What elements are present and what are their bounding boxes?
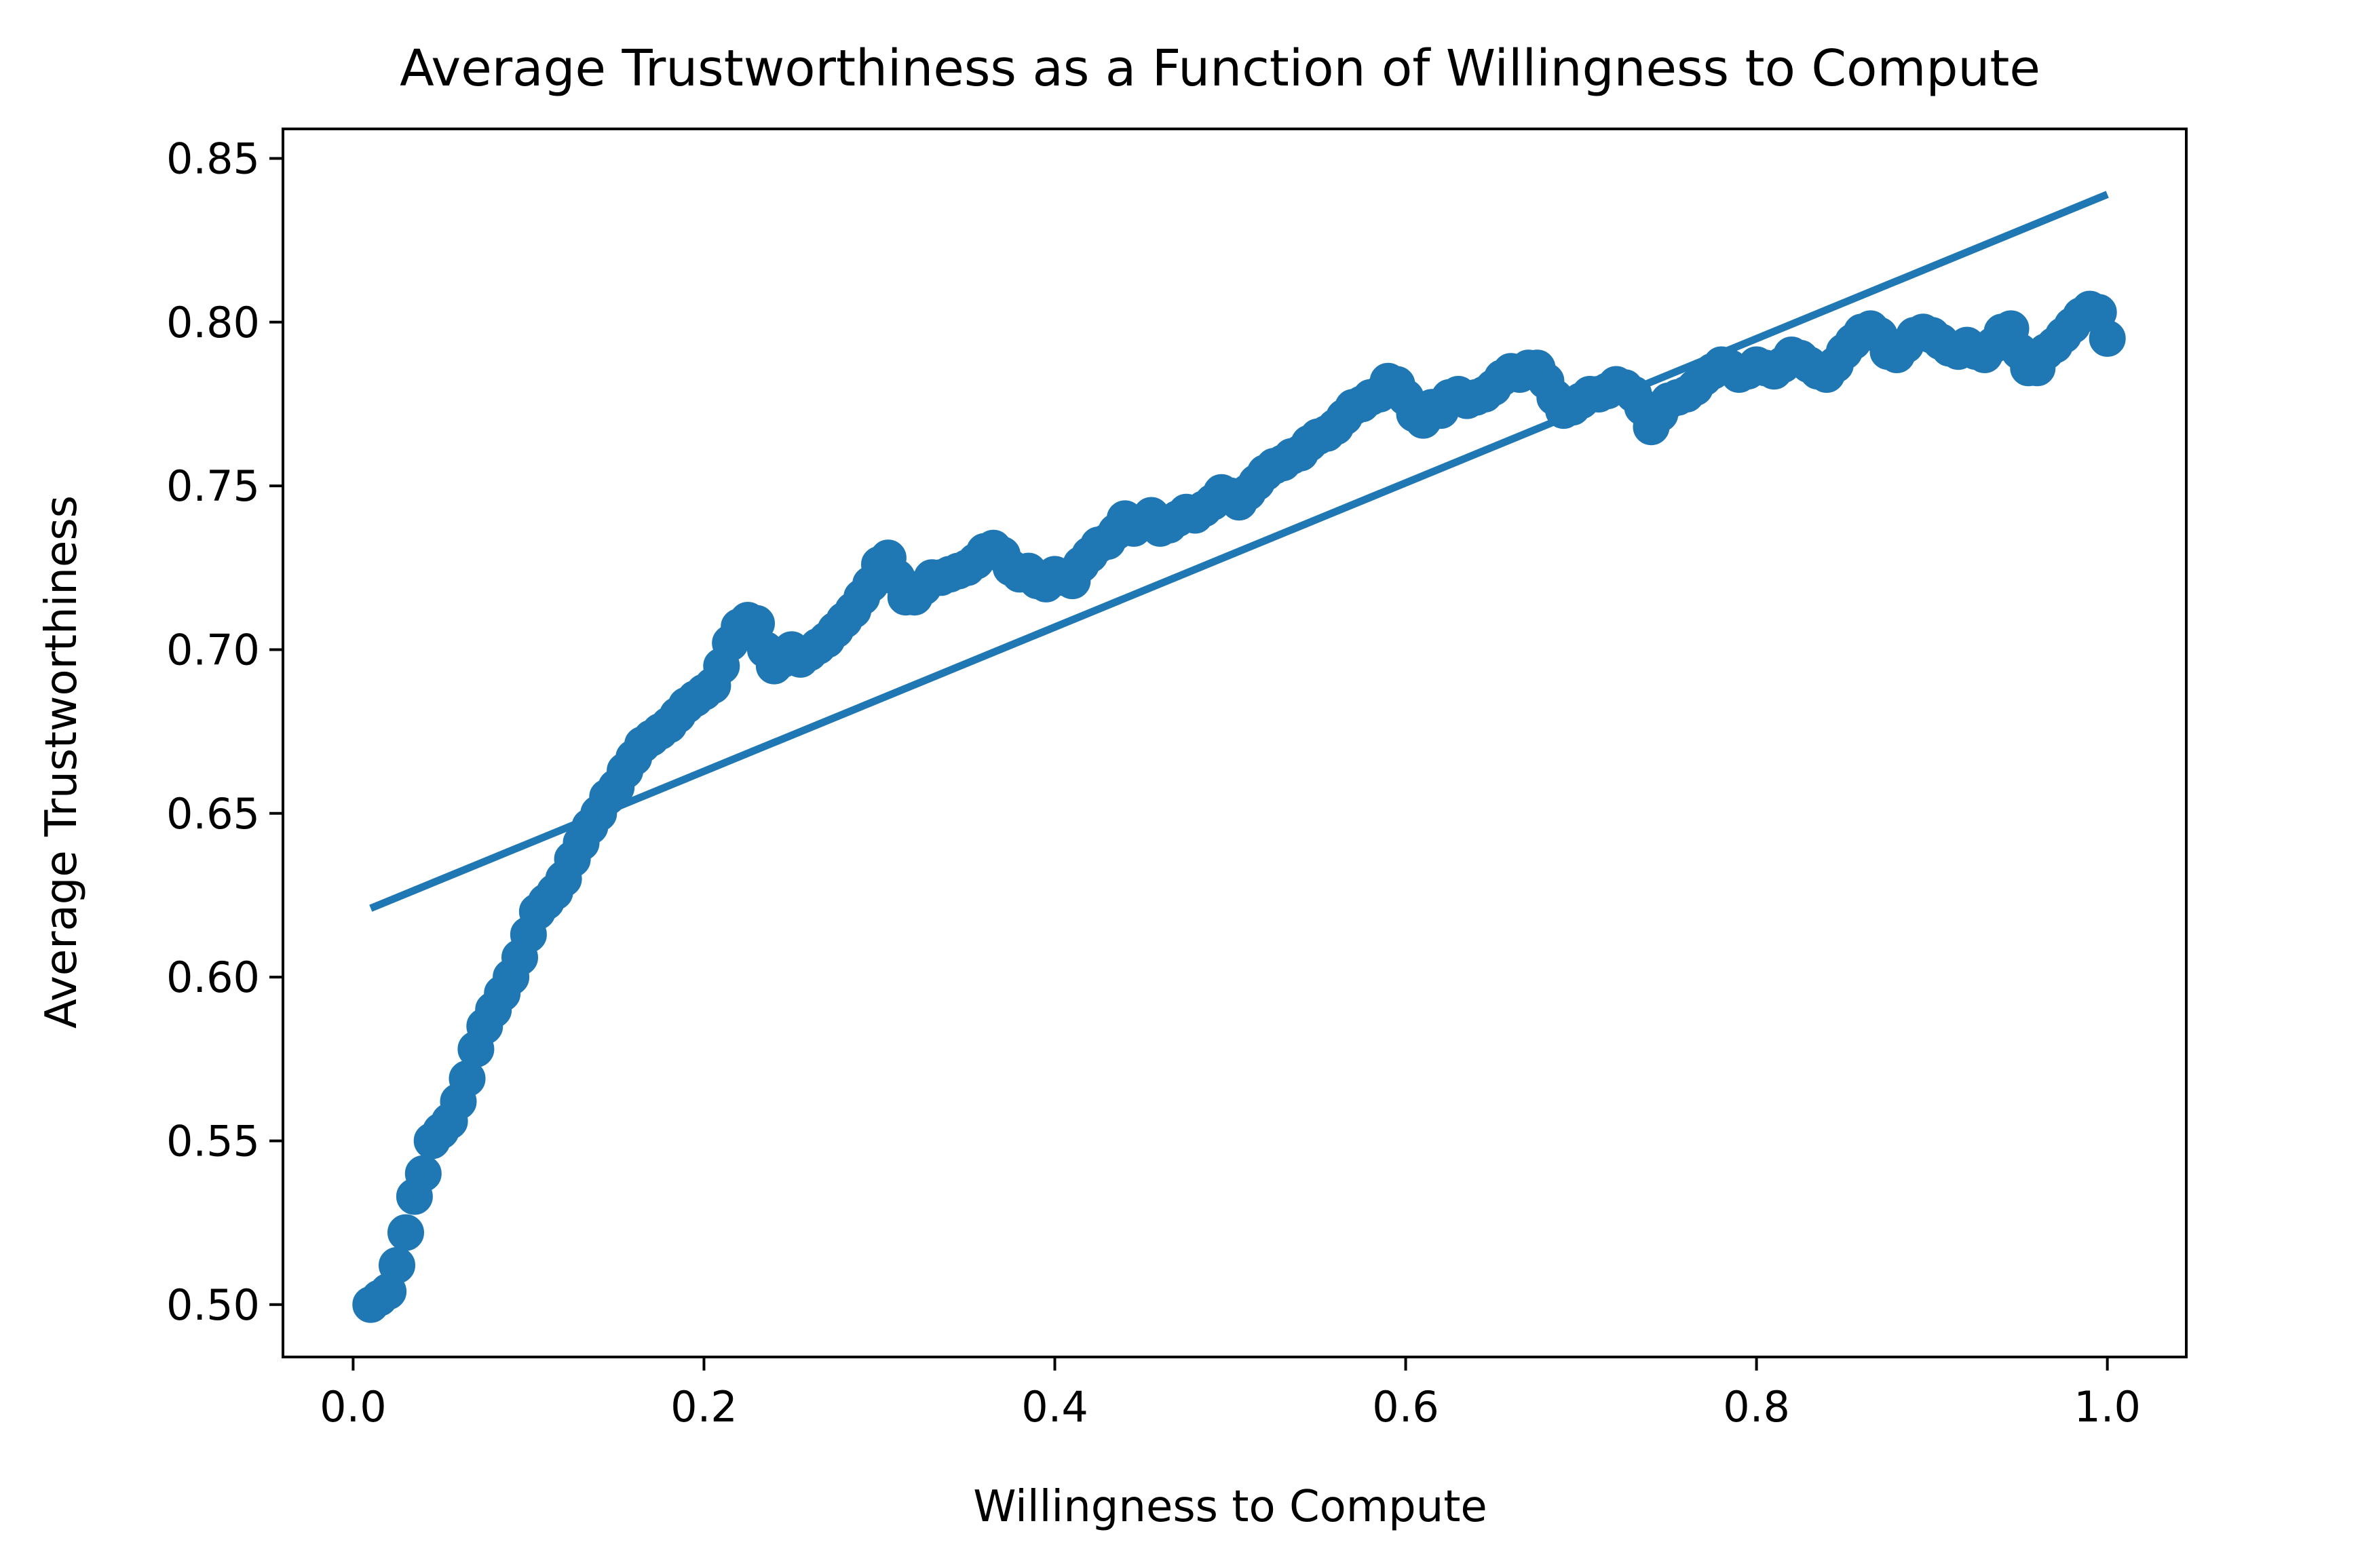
y-tick-label-6: 0.80 bbox=[166, 298, 260, 347]
regression-line bbox=[369, 191, 2109, 912]
x-axis-label: Willingness to Compute bbox=[973, 1482, 1487, 1532]
y-tick-label-1: 0.55 bbox=[166, 1116, 260, 1166]
scatter-point-3 bbox=[379, 1246, 415, 1284]
y-tick-label-4: 0.70 bbox=[166, 625, 260, 674]
x-tick-label-5: 1.0 bbox=[2074, 1382, 2141, 1432]
y-tick-label-5: 0.75 bbox=[166, 461, 260, 511]
x-tick-label-1: 0.2 bbox=[670, 1382, 738, 1432]
y-tick-label-7: 0.85 bbox=[166, 134, 260, 183]
chart-title: Average Trustworthiness as a Function of… bbox=[400, 39, 2040, 98]
y-axis-label: Average Trustworthiness bbox=[37, 495, 87, 1029]
y-tick-label-0: 0.50 bbox=[166, 1280, 260, 1330]
axes: 0.0 0.2 0.4 0.6 0.8 1.0 0.50 0.55 0.60 0.65 0.70 0.… bbox=[166, 128, 2188, 1432]
x-tick-label-3: 0.6 bbox=[1372, 1382, 1439, 1432]
x-tick-label-2: 0.4 bbox=[1021, 1382, 1088, 1432]
plot-area bbox=[352, 191, 2126, 1323]
scatter-point-6 bbox=[404, 1155, 442, 1192]
axes-frame bbox=[282, 128, 2188, 1358]
y-tick-label-3: 0.65 bbox=[166, 789, 260, 839]
y-tick-label-2: 0.60 bbox=[166, 953, 260, 1002]
scatter-point-4 bbox=[387, 1214, 424, 1251]
x-tick-label-0: 0.0 bbox=[320, 1382, 387, 1432]
scatter-point-198 bbox=[2089, 320, 2126, 357]
x-tick-label-4: 0.8 bbox=[1723, 1382, 1790, 1432]
